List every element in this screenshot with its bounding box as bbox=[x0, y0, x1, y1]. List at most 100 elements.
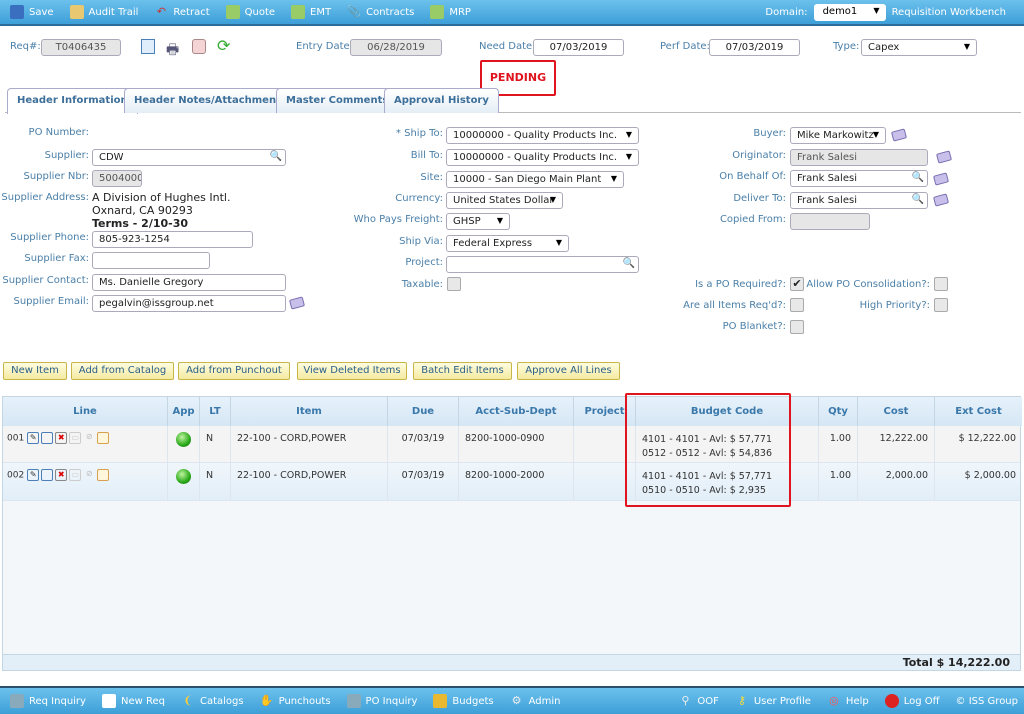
search-icon[interactable]: 🔍 bbox=[911, 194, 924, 205]
log-off-link[interactable]: Log Off bbox=[884, 694, 940, 708]
originator-label: Originator: bbox=[732, 150, 786, 161]
edit-icon[interactable]: ✎ bbox=[27, 469, 40, 481]
refresh-icon[interactable]: ⟳ bbox=[217, 36, 231, 55]
perf-date-field[interactable]: 07/03/2019 bbox=[709, 39, 800, 56]
quote-button[interactable]: Quote bbox=[225, 5, 275, 19]
project-field[interactable]: 🔍 bbox=[446, 256, 639, 273]
copyright: © ISS Group bbox=[955, 695, 1018, 707]
supplier-email-field[interactable]: pegalvin@issgroup.net bbox=[92, 295, 286, 312]
comment-icon[interactable]: ▭ bbox=[69, 469, 82, 481]
mrp-button[interactable]: MRP bbox=[430, 5, 471, 19]
envelope-icon[interactable] bbox=[935, 150, 953, 164]
new-req-link[interactable]: New Req bbox=[101, 694, 165, 708]
contracts-button[interactable]: 📎 Contracts bbox=[347, 5, 415, 18]
catalog-icon: ❨ bbox=[183, 694, 193, 707]
col-lt[interactable]: LT bbox=[200, 397, 231, 426]
audit-trail-button[interactable]: Audit Trail bbox=[69, 5, 138, 19]
add-from-catalog-button[interactable]: Add from Catalog bbox=[71, 362, 174, 380]
help-link[interactable]: ◎ Help bbox=[827, 694, 869, 708]
edit-icon[interactable]: ✎ bbox=[27, 432, 40, 444]
envelope-icon[interactable] bbox=[288, 296, 306, 310]
supplier-contact-field[interactable]: Ms. Danielle Gregory bbox=[92, 274, 286, 291]
retract-button[interactable]: ↶ Retract bbox=[154, 5, 210, 19]
po-inquiry-link[interactable]: PO Inquiry bbox=[346, 694, 417, 708]
print-icon[interactable]: 🖶 bbox=[166, 42, 180, 58]
taxable-checkbox[interactable] bbox=[447, 277, 461, 291]
site-select[interactable]: 10000 - San Diego Main Plant bbox=[446, 171, 624, 188]
consolidation-checkbox[interactable] bbox=[934, 277, 948, 291]
envelope-icon[interactable] bbox=[890, 128, 908, 142]
domain-select[interactable]: demo1 bbox=[813, 3, 886, 21]
envelope-icon[interactable] bbox=[932, 193, 950, 207]
new-item-button[interactable]: New Item bbox=[3, 362, 67, 380]
approve-all-lines-button[interactable]: Approve All Lines bbox=[517, 362, 620, 380]
col-acct[interactable]: Acct-Sub-Dept bbox=[459, 397, 574, 426]
deliver-to-field[interactable]: Frank Salesi 🔍 bbox=[790, 192, 928, 209]
tab-header-notes[interactable]: Header Notes/Attachments bbox=[124, 88, 297, 113]
view-deleted-items-button[interactable]: View Deleted Items bbox=[297, 362, 407, 380]
delete-icon[interactable]: ✖ bbox=[55, 432, 68, 444]
col-budget-code[interactable]: Budget Code bbox=[636, 397, 819, 426]
comment-icon[interactable]: ▭ bbox=[69, 432, 82, 444]
save-button[interactable]: Save bbox=[10, 5, 54, 19]
clipboard-icon[interactable] bbox=[97, 469, 110, 481]
need-date-field[interactable]: 07/03/2019 bbox=[533, 39, 624, 56]
search-icon[interactable]: 🔍 bbox=[911, 172, 924, 183]
col-app[interactable]: App bbox=[168, 397, 200, 426]
copy-icon[interactable] bbox=[41, 432, 54, 444]
currency-label: Currency: bbox=[395, 193, 443, 204]
bill-to-select[interactable]: 10000000 - Quality Products Inc. bbox=[446, 149, 639, 166]
document-icon bbox=[225, 5, 240, 19]
user-profile-link[interactable]: ⚷ User Profile bbox=[735, 694, 811, 708]
col-cost[interactable]: Cost bbox=[858, 397, 935, 426]
attachment-icon[interactable]: ⊘ bbox=[85, 469, 93, 478]
po-required-checkbox[interactable]: ✔ bbox=[790, 277, 804, 291]
req-inquiry-link[interactable]: Req Inquiry bbox=[10, 694, 86, 708]
search-icon[interactable]: 🔍 bbox=[622, 258, 635, 269]
buyer-select[interactable]: Mike Markowitz bbox=[790, 127, 886, 144]
supplier-fax-field[interactable] bbox=[92, 252, 210, 269]
freight-select[interactable]: GHSP bbox=[446, 213, 510, 230]
search-icon[interactable]: 🔍 bbox=[269, 151, 282, 162]
table-row[interactable]: 002 ✎ ✖ ▭ ⊘ N 22-100 - CORD,POWER 07/03/19 … bbox=[3, 463, 1020, 501]
tab-approval-history[interactable]: Approval History bbox=[384, 88, 499, 113]
ship-via-label: Ship Via: bbox=[399, 236, 443, 247]
copy-icon[interactable] bbox=[41, 469, 54, 481]
col-line[interactable]: Line bbox=[3, 397, 168, 426]
req-number-field: T0406435 bbox=[41, 39, 121, 56]
supplier-field[interactable]: CDW 🔍 bbox=[92, 149, 286, 166]
project-label: Project: bbox=[405, 257, 443, 268]
clipboard-icon[interactable] bbox=[97, 432, 110, 444]
ship-to-select[interactable]: 10000000 - Quality Products Inc. bbox=[446, 127, 639, 144]
po-blanket-checkbox[interactable] bbox=[790, 320, 804, 334]
attachment-icon[interactable]: ⊘ bbox=[85, 432, 93, 441]
currency-select[interactable]: United States Dollar bbox=[446, 192, 563, 209]
envelope-icon[interactable] bbox=[932, 172, 950, 186]
add-from-punchout-button[interactable]: Add from Punchout bbox=[178, 362, 290, 380]
type-select[interactable]: Capex bbox=[861, 39, 977, 56]
high-priority-checkbox[interactable] bbox=[934, 298, 948, 312]
budgets-link[interactable]: Budgets bbox=[433, 694, 494, 708]
catalogs-link[interactable]: ❨ Catalogs bbox=[181, 694, 243, 708]
on-behalf-field[interactable]: Frank Salesi 🔍 bbox=[790, 170, 928, 187]
lifebuoy-icon: ◎ bbox=[829, 694, 839, 707]
tab-header-information[interactable]: Header Information bbox=[7, 88, 138, 114]
col-due[interactable]: Due bbox=[388, 397, 459, 426]
new-document-icon bbox=[101, 694, 116, 708]
admin-link[interactable]: ⚙ Admin bbox=[510, 694, 561, 708]
pdf-icon[interactable] bbox=[192, 39, 206, 54]
punchouts-link[interactable]: ✋ Punchouts bbox=[259, 694, 331, 707]
col-item[interactable]: Item bbox=[231, 397, 388, 426]
ship-via-select[interactable]: Federal Express bbox=[446, 235, 569, 252]
delete-icon[interactable]: ✖ bbox=[55, 469, 68, 481]
supplier-phone-field[interactable]: 805-923-1254 bbox=[92, 231, 253, 248]
batch-edit-items-button[interactable]: Batch Edit Items bbox=[413, 362, 512, 380]
copy-icon[interactable] bbox=[141, 39, 155, 54]
emt-button[interactable]: EMT bbox=[291, 5, 331, 19]
col-qty[interactable]: Qty bbox=[819, 397, 858, 426]
table-row[interactable]: 001 ✎ ✖ ▭ ⊘ N 22-100 - CORD,POWER 07/03/19 … bbox=[3, 426, 1020, 463]
oof-link[interactable]: ⚲ OOF bbox=[678, 694, 719, 708]
tab-master-comments[interactable]: Master Comments bbox=[276, 88, 399, 113]
col-ext-cost[interactable]: Ext Cost bbox=[935, 397, 1022, 426]
all-items-checkbox[interactable] bbox=[790, 298, 804, 312]
